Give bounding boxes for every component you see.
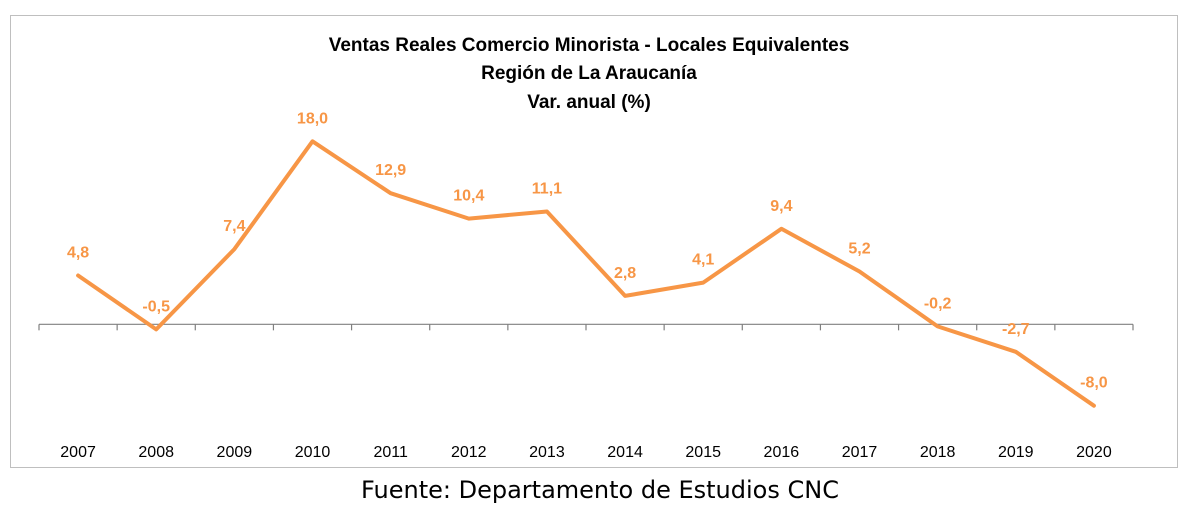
data-label: 2,8 (614, 265, 636, 282)
x-tick-label: 2016 (764, 444, 800, 461)
data-label: -0,2 (924, 295, 952, 312)
x-tick-label: 2019 (998, 444, 1034, 461)
data-label: -8,0 (1080, 375, 1108, 392)
tick-layer: 2007 2008 2009 2010 2011 2012 2013 2014 2015 2016… (60, 444, 1112, 461)
x-tick-label: 2007 (60, 444, 96, 461)
x-tick-label: 2017 (842, 444, 878, 461)
label-layer: 4,8 -0,5 7,4 18,0 12,9 10,4 11,1 2,8 4,1 9,4 5,2 -0… (67, 110, 1108, 391)
data-label: 18,0 (297, 110, 328, 127)
x-tick-label: 2018 (920, 444, 956, 461)
x-tick-label: 2008 (138, 444, 174, 461)
x-tick-label: 2014 (607, 444, 643, 461)
chart-subtitle: Región de La Araucanía (481, 63, 697, 84)
data-label: -2,7 (1002, 321, 1030, 338)
axis-layer (38, 323, 1134, 331)
chart-svg: Ventas Reales Comercio Minorista - Local… (38, 35, 1134, 461)
x-tick-label: 2013 (529, 444, 565, 461)
data-label: 5,2 (848, 240, 870, 257)
x-tick-label: 2020 (1076, 444, 1112, 461)
x-tick-label: 2009 (217, 444, 253, 461)
x-tick-label: 2015 (685, 444, 721, 461)
data-label: 12,9 (375, 162, 406, 179)
data-label: 7,4 (223, 218, 245, 235)
data-label: 11,1 (532, 180, 562, 197)
chart-frame: Ventas Reales Comercio Minorista - Local… (10, 15, 1178, 468)
x-tick-label: 2010 (295, 444, 331, 461)
chart-subtitle-unit: Var. anual (%) (527, 92, 651, 113)
data-label: 9,4 (770, 198, 792, 215)
data-label: 4,8 (67, 245, 89, 262)
x-tick-label: 2012 (451, 444, 487, 461)
data-label: -0,5 (142, 298, 170, 315)
line-layer (76, 139, 1096, 408)
data-label: 10,4 (453, 188, 484, 205)
data-label: 4,1 (692, 252, 714, 269)
source-note: Fuente: Departamento de Estudios CNC (361, 476, 839, 504)
series-line (76, 139, 1096, 408)
x-tick-label: 2011 (373, 444, 408, 461)
chart-title: Ventas Reales Comercio Minorista - Local… (329, 35, 850, 56)
